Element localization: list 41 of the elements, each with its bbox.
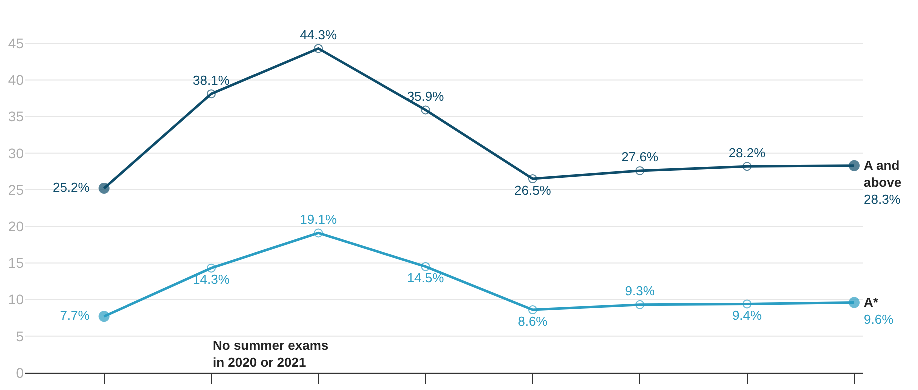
point [742, 162, 752, 172]
data-label: 27.6% [622, 150, 659, 165]
point [742, 300, 752, 309]
point [636, 300, 645, 310]
point [528, 306, 538, 315]
data-label: 9.4% [732, 308, 763, 323]
data-label: 35.9% [407, 88, 445, 104]
point [528, 174, 538, 184]
y-tick-label: 5 [16, 328, 24, 344]
data-label: 9.6% [864, 312, 894, 327]
data-label: 7.7% [52, 308, 98, 323]
series-label: A and above [864, 158, 902, 190]
point [206, 90, 216, 99]
point [421, 262, 430, 272]
data-label: 19.1% [300, 212, 338, 227]
data-label: 26.5% [514, 182, 552, 198]
y-tick-label: 20 [8, 218, 24, 234]
y-tick-label: 35 [8, 108, 24, 125]
series-label: A* [864, 295, 880, 310]
y-tick-label: 25 [8, 182, 24, 198]
point [206, 264, 216, 273]
point [314, 228, 324, 238]
point [636, 166, 645, 176]
data-label: 14.3% [193, 272, 230, 288]
y-tick-label: 0 [16, 364, 24, 381]
data-label: 14.5% [407, 270, 445, 286]
y-tick-label: 30 [8, 145, 24, 162]
annotation: No summer exams in 2020 or 2021 [213, 338, 329, 370]
data-label: 44.3% [300, 27, 338, 42]
data-label: 25.2% [46, 180, 98, 195]
y-tick-label: 10 [8, 292, 24, 308]
data-label: 38.1% [193, 72, 230, 88]
data-label: 28.3% [864, 192, 902, 207]
y-tick-label: 40 [8, 72, 24, 88]
point [421, 106, 430, 115]
point [314, 44, 324, 54]
data-label: 9.3% [625, 284, 656, 299]
data-label: 28.2% [728, 145, 766, 160]
y-tick-label: 15 [8, 255, 24, 272]
y-tick-label: 45 [8, 36, 24, 52]
data-label: 8.6% [518, 314, 548, 329]
